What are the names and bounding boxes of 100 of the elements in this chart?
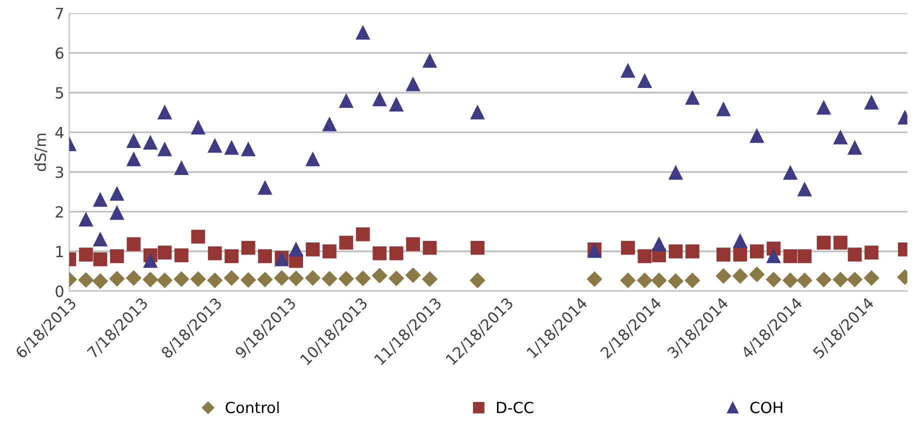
point [668, 166, 683, 180]
point [372, 92, 387, 106]
point [798, 249, 812, 264]
point [834, 130, 848, 144]
point [637, 272, 652, 288]
point [142, 272, 158, 288]
point [339, 94, 354, 108]
point [848, 248, 862, 262]
point [621, 64, 635, 78]
point [208, 246, 222, 260]
y-tick-label: 7 [56, 8, 64, 20]
point [832, 272, 848, 288]
point [339, 236, 354, 250]
point [816, 272, 832, 288]
y-tick-label: 2 [56, 206, 63, 218]
point [355, 270, 370, 286]
point [470, 240, 484, 255]
point [143, 254, 158, 268]
point [372, 246, 387, 260]
point [848, 140, 862, 155]
point [158, 106, 172, 120]
y-tick-label: 5 [56, 87, 64, 99]
point [157, 272, 172, 288]
point [306, 152, 320, 166]
point [158, 246, 172, 260]
point [258, 249, 272, 264]
point [685, 90, 700, 105]
point [422, 54, 437, 68]
y-axis-title: dS/m [34, 134, 48, 172]
point [78, 212, 93, 227]
point [766, 272, 782, 288]
point [126, 270, 142, 286]
point [652, 237, 666, 252]
point [586, 272, 602, 287]
point [338, 271, 354, 286]
point [191, 230, 206, 244]
point [241, 142, 256, 156]
point [372, 268, 388, 284]
point [621, 240, 635, 255]
point [406, 77, 420, 92]
point [783, 166, 798, 180]
y-tick-label: 6 [56, 47, 64, 59]
y-tick-label: 1 [56, 246, 63, 258]
legend-label: COH [750, 402, 782, 414]
point [847, 272, 862, 288]
point [109, 271, 125, 286]
point [174, 161, 188, 175]
point [356, 227, 370, 242]
point [732, 268, 748, 284]
point [470, 106, 484, 120]
point [782, 272, 798, 288]
point [422, 240, 437, 255]
point [241, 240, 256, 255]
point [816, 236, 831, 250]
point [158, 142, 172, 156]
point [864, 96, 878, 110]
point [638, 249, 652, 264]
point [274, 270, 290, 286]
point [207, 272, 222, 288]
y-tick-label: 4 [55, 126, 64, 138]
point [798, 182, 812, 196]
point [750, 244, 764, 258]
point [288, 270, 304, 286]
point [422, 272, 438, 287]
point [834, 236, 848, 250]
point [208, 138, 222, 153]
point [289, 242, 303, 256]
point [389, 98, 404, 112]
point [126, 237, 141, 252]
point [110, 206, 124, 220]
point [110, 249, 124, 264]
point [93, 192, 108, 207]
point [78, 248, 93, 262]
point [224, 249, 239, 264]
point [190, 272, 206, 287]
point [126, 152, 141, 166]
point [388, 270, 404, 286]
point [93, 252, 108, 266]
point [783, 249, 798, 264]
point [750, 128, 764, 143]
point [651, 272, 667, 288]
point [716, 102, 730, 116]
point [93, 232, 108, 246]
point [766, 249, 781, 264]
point [668, 274, 684, 289]
point [620, 272, 636, 288]
point [306, 242, 320, 256]
point [322, 271, 338, 286]
point [110, 186, 124, 201]
point [733, 234, 748, 248]
point [143, 136, 158, 150]
point [257, 272, 273, 288]
y-tick-label: 0 [56, 286, 64, 298]
point [716, 248, 730, 262]
point [733, 248, 748, 262]
point [78, 272, 94, 288]
point [864, 246, 878, 260]
point [405, 268, 421, 283]
legend-label: Control [226, 401, 279, 414]
point [749, 266, 764, 282]
